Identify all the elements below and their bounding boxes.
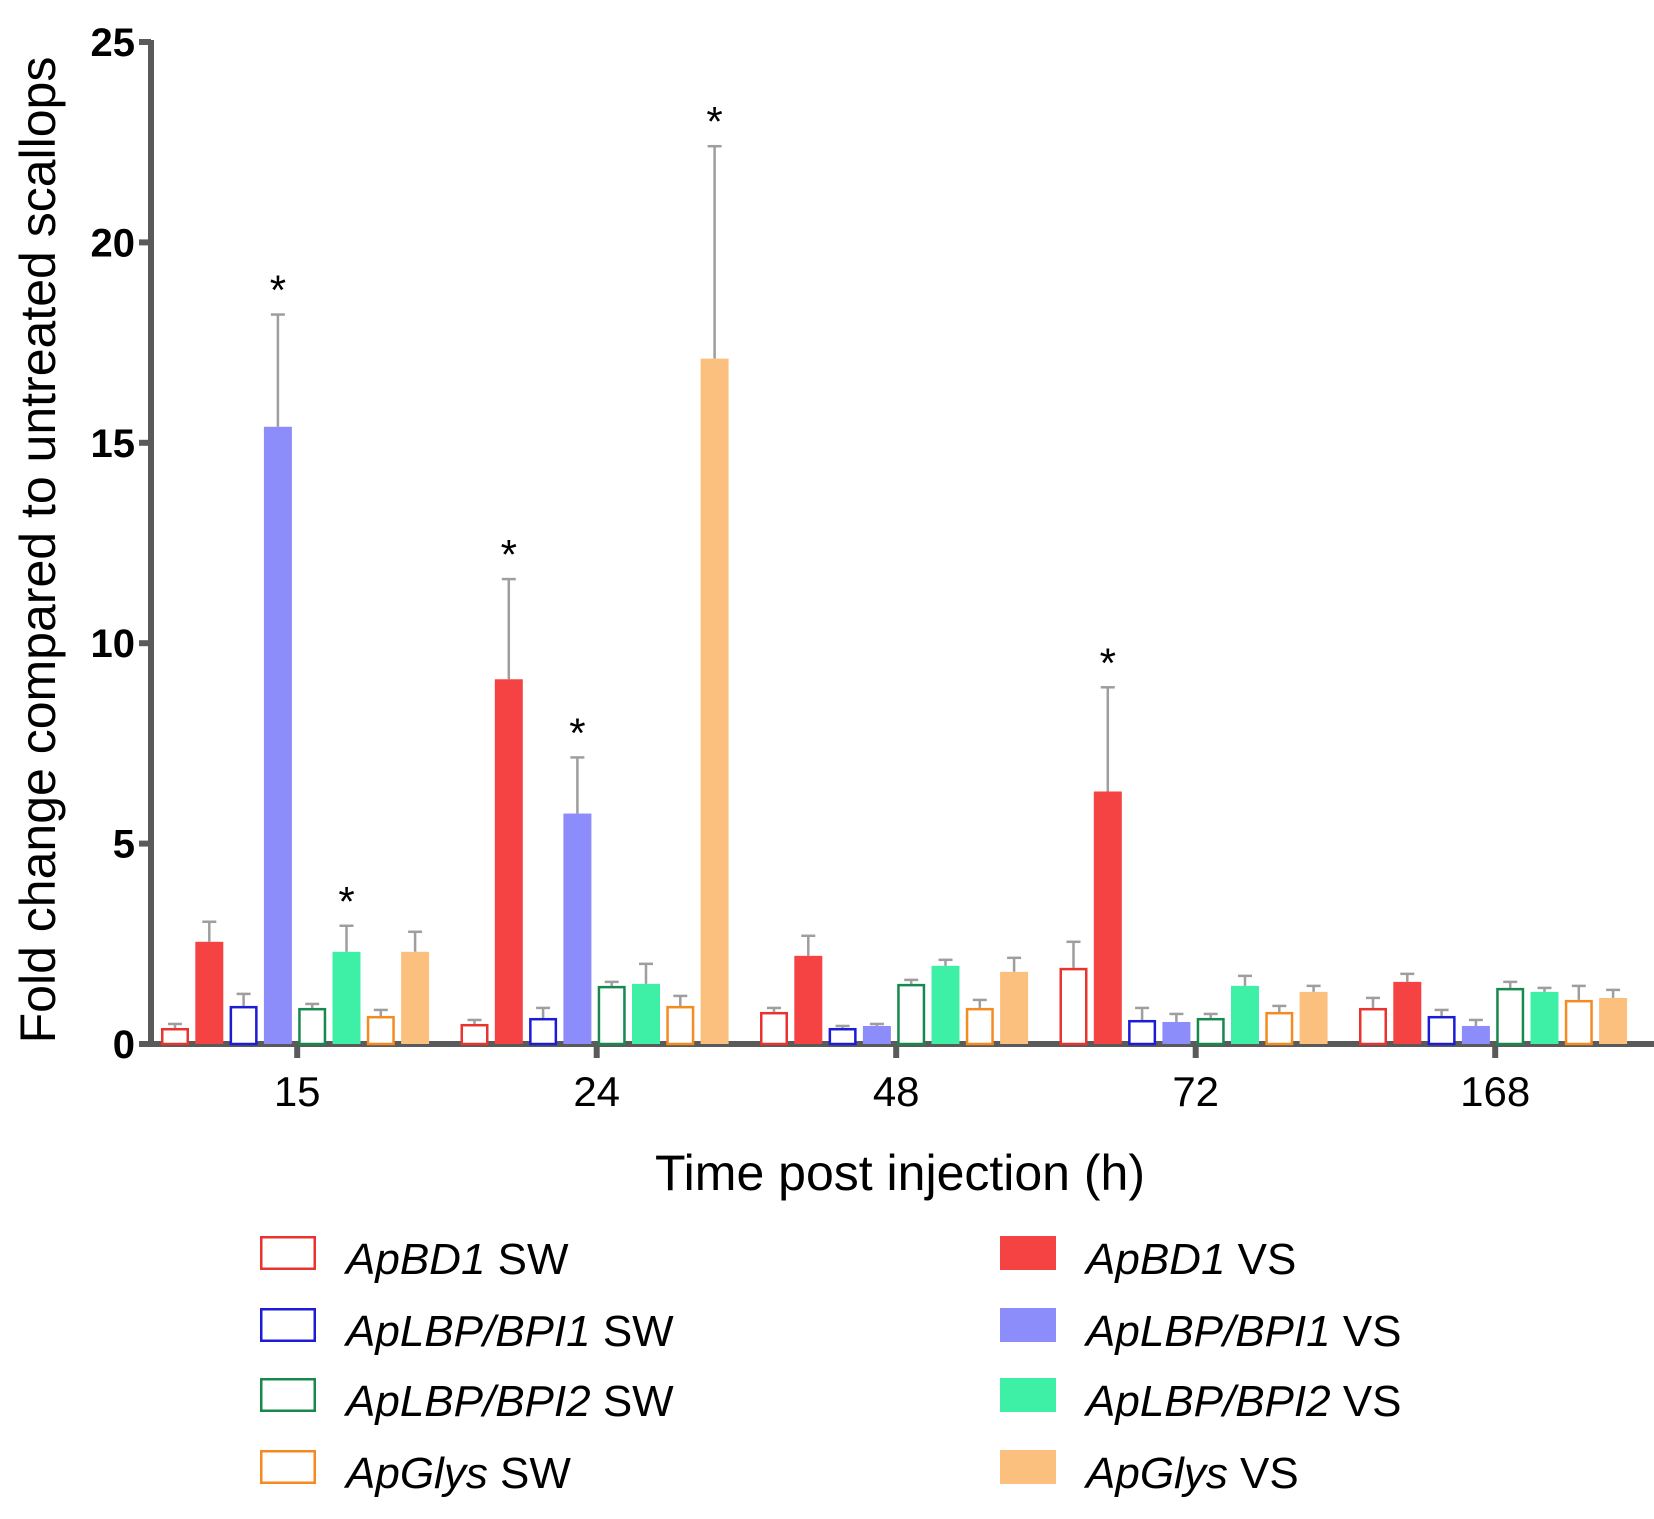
bar xyxy=(1299,991,1328,1044)
bar xyxy=(1000,971,1029,1044)
legend-suffix: SW xyxy=(485,1235,569,1284)
legend-swatch xyxy=(1000,1378,1056,1412)
bar xyxy=(1564,999,1593,1046)
bar xyxy=(700,358,729,1045)
bar xyxy=(1059,967,1088,1046)
legend-label: ApLBP/BPI1 SW xyxy=(343,1307,674,1356)
bar xyxy=(1359,1007,1387,1046)
legend-suffix: SW xyxy=(591,1377,675,1426)
legend-swatch xyxy=(260,1450,316,1484)
legend-gene: ApBD1 xyxy=(343,1235,485,1284)
bar xyxy=(794,955,823,1044)
x-axis-title: Time post injection (h) xyxy=(655,1145,1145,1201)
x-tick-label: 15 xyxy=(274,1068,321,1115)
bar xyxy=(1427,1015,1456,1046)
legend-gene: ApLBP/BPI2 xyxy=(343,1377,591,1426)
y-axis: 0 5 10 15 20 25 xyxy=(91,21,154,1067)
legend-swatch xyxy=(260,1236,316,1270)
legend-gene: ApLBP/BPI2 xyxy=(1083,1377,1331,1426)
bar xyxy=(862,1025,891,1044)
bar xyxy=(965,1007,994,1046)
bar xyxy=(828,1027,857,1046)
y-tick-label: 20 xyxy=(91,221,136,265)
legend-suffix: VS xyxy=(1331,1307,1402,1356)
legend-label: ApLBP/BPI2 SW xyxy=(343,1377,674,1426)
legend-swatch xyxy=(1000,1236,1056,1270)
bar xyxy=(1231,985,1259,1044)
bar xyxy=(298,1007,327,1046)
bar xyxy=(229,1005,258,1046)
x-tick-label: 168 xyxy=(1460,1068,1530,1115)
bar xyxy=(597,985,626,1046)
y-tick-label: 25 xyxy=(91,21,136,65)
significance-marker: * xyxy=(338,878,354,925)
bar xyxy=(366,1015,395,1046)
significance-marker: * xyxy=(569,709,585,756)
bar xyxy=(161,1027,189,1046)
legend-swatch xyxy=(1000,1308,1056,1342)
bar xyxy=(931,965,960,1044)
y-tick-label: 10 xyxy=(91,622,136,666)
bar xyxy=(332,951,361,1044)
legend-suffix: VS xyxy=(1331,1377,1402,1426)
legend-gene: ApBD1 xyxy=(1083,1235,1225,1284)
y-axis-title: Fold change compared to untreated scallo… xyxy=(10,57,66,1044)
significance-marker: * xyxy=(270,267,286,314)
bar xyxy=(1162,1021,1191,1044)
legend-swatch xyxy=(260,1378,316,1412)
bars: * * * * * * xyxy=(161,98,1628,1046)
bar xyxy=(529,1017,558,1046)
legend-swatch xyxy=(1000,1450,1056,1484)
legend-swatch xyxy=(260,1308,316,1342)
legend-label: ApBD1 VS xyxy=(1083,1235,1296,1284)
significance-marker: * xyxy=(706,98,722,145)
x-tick-label: 48 xyxy=(873,1068,920,1115)
bar xyxy=(1093,791,1122,1044)
bar xyxy=(401,951,430,1044)
legend-suffix: VS xyxy=(1225,1235,1296,1284)
bar xyxy=(563,813,592,1044)
y-tick-label: 0 xyxy=(113,1023,135,1067)
legend-gene: ApGlys xyxy=(1083,1449,1228,1498)
x-tick-label: 24 xyxy=(573,1068,620,1115)
y-tick-label: 15 xyxy=(91,422,136,466)
bar xyxy=(1265,1011,1294,1046)
bar xyxy=(632,983,660,1044)
legend-gene: ApGlys xyxy=(343,1449,488,1498)
bar xyxy=(897,983,926,1046)
legend-label: ApGlys SW xyxy=(343,1449,571,1498)
bar xyxy=(195,941,224,1044)
legend-gene: ApLBP/BPI1 xyxy=(343,1307,591,1356)
bar xyxy=(1461,1025,1490,1044)
bar xyxy=(760,1011,788,1046)
bar xyxy=(666,1005,695,1046)
significance-marker: * xyxy=(1100,639,1116,686)
legend-suffix: SW xyxy=(591,1307,675,1356)
bar xyxy=(1530,991,1559,1044)
legend-label: ApLBP/BPI1 VS xyxy=(1083,1307,1402,1356)
legend-label: ApGlys VS xyxy=(1083,1449,1299,1498)
bar xyxy=(494,679,523,1044)
bar xyxy=(1128,1019,1157,1046)
bar xyxy=(263,426,292,1044)
legend-gene: ApLBP/BPI1 xyxy=(1083,1307,1331,1356)
significance-marker: * xyxy=(501,531,517,578)
x-tick-label: 72 xyxy=(1172,1068,1219,1115)
legend-suffix: VS xyxy=(1228,1449,1299,1498)
bar xyxy=(1393,981,1422,1044)
bar xyxy=(1496,987,1525,1046)
bar xyxy=(1599,997,1628,1044)
y-tick-label: 5 xyxy=(113,823,135,867)
x-axis: 15 24 48 72 168 xyxy=(148,1041,1654,1115)
legend-suffix: SW xyxy=(488,1449,572,1498)
legend-label: ApLBP/BPI2 VS xyxy=(1083,1377,1402,1426)
bar xyxy=(460,1023,489,1046)
bar xyxy=(1196,1017,1225,1046)
legend-label: ApBD1 SW xyxy=(343,1235,569,1284)
